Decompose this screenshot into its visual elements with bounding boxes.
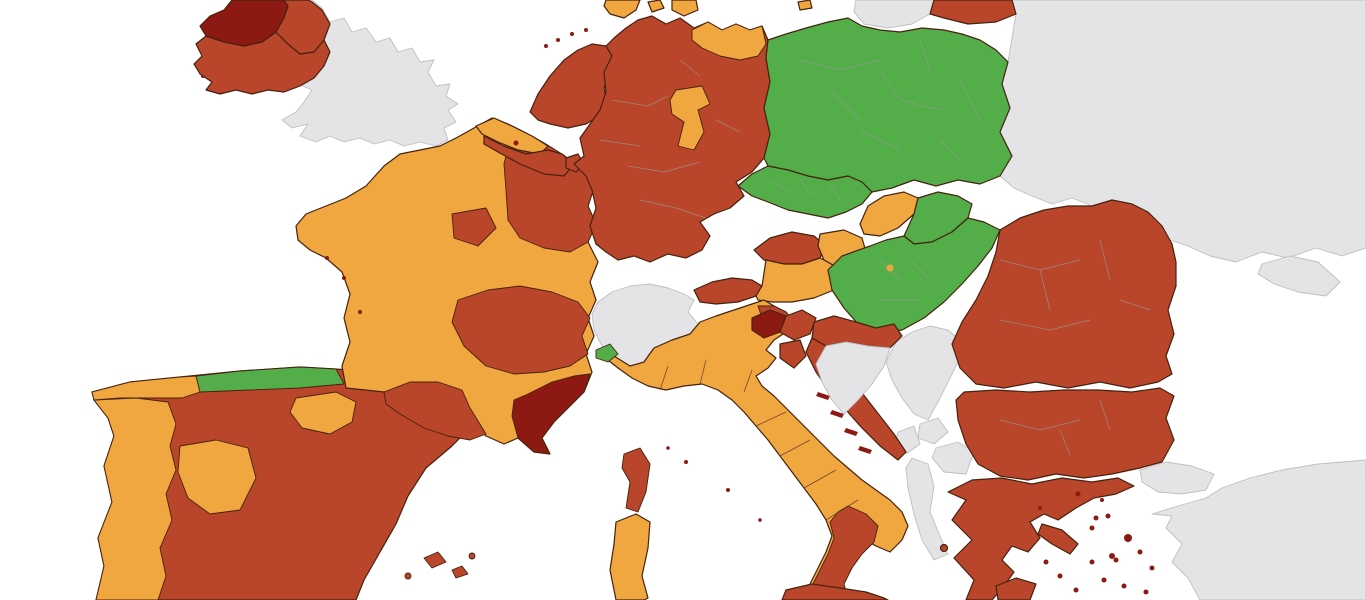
- region-spain-rioja-aragon: [289, 391, 357, 435]
- region-brussels: [513, 140, 519, 146]
- region-denmark-jutland: [603, 0, 641, 19]
- region-denmark-funen: [647, 0, 665, 13]
- region-denmark-zealand: [671, 0, 699, 17]
- region-belgium-wallonia: [483, 135, 575, 177]
- region-euboea: [1037, 523, 1079, 555]
- region-spain-north-coast: [195, 366, 345, 393]
- region-sicily: [781, 583, 889, 600]
- region-spain-galicia: [91, 375, 201, 401]
- region-bosnia-herzegovina-inner: [815, 341, 891, 415]
- poland-internal-borders: [799, 39, 981, 161]
- greek-islands: [1038, 491, 1155, 595]
- region-france-provence: [511, 373, 591, 455]
- region-italy-calabria-basilicata: [811, 505, 879, 600]
- region-albania: [905, 457, 949, 561]
- region-north-macedonia: [931, 441, 975, 475]
- region-lithuania: [929, 0, 1017, 25]
- region-germany-mecklenburg-vorpommern: [691, 21, 767, 61]
- region-czechia: [737, 165, 873, 219]
- region-bornholm: [797, 0, 813, 11]
- region-turkey-thrace: [1139, 461, 1215, 495]
- region-turkey-anatolia: [1151, 459, 1366, 600]
- region-germany-saxony-anhalt: [669, 85, 711, 151]
- region-peloponnese: [995, 577, 1037, 600]
- region-slovenia-east: [779, 309, 817, 341]
- region-corfu: [939, 543, 949, 553]
- region-rome-dot: [726, 488, 730, 492]
- region-istria: [779, 339, 807, 369]
- czechia-internal-borders: [769, 179, 841, 201]
- region-corsica: [621, 447, 651, 513]
- region-germany: [573, 15, 771, 263]
- bulgaria-internal-borders: [999, 399, 1111, 456]
- region-poland: [763, 17, 1013, 193]
- region-belgium-flanders: [475, 117, 549, 155]
- region-ireland-east: [275, 0, 331, 55]
- region-romania: [951, 199, 1177, 389]
- region-serbia: [885, 325, 963, 421]
- region-france-occitanie: [383, 381, 487, 441]
- region-aosta-valley: [595, 343, 619, 363]
- region-sardinia: [609, 513, 651, 600]
- region-budapest: [886, 264, 894, 272]
- dalmatian-islands: [816, 392, 872, 454]
- region-france-ile-de-france: [451, 207, 497, 247]
- region-balearic-islands: [404, 551, 476, 580]
- region-kosovo: [917, 417, 949, 445]
- tyrrhenian-islets: [666, 446, 762, 522]
- region-bulgaria: [955, 387, 1175, 481]
- germany-internal-borders: [599, 59, 741, 219]
- region-portugal: [93, 397, 177, 600]
- region-greece: [947, 477, 1135, 600]
- romania-internal-borders: [999, 239, 1151, 331]
- region-crimea: [1257, 255, 1341, 297]
- region-spain-extremadura: [177, 439, 257, 515]
- region-hungary: [827, 217, 1001, 335]
- frisian-islands: [544, 28, 588, 48]
- italy-internal-borders: [659, 359, 859, 521]
- region-france-auvergne-rhone-alpes: [451, 285, 591, 375]
